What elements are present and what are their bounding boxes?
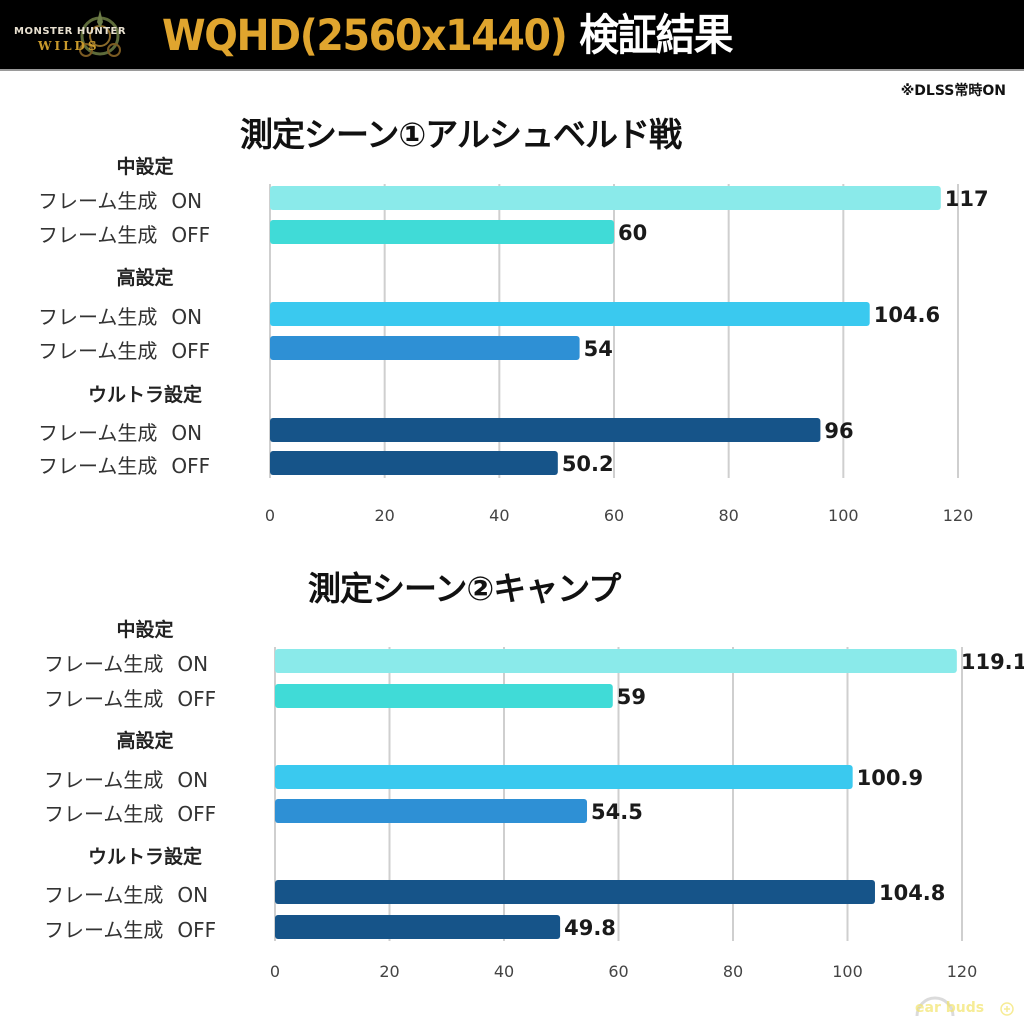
x-tick-label: 120 bbox=[947, 962, 978, 981]
bar bbox=[270, 336, 580, 360]
x-tick-label: 100 bbox=[828, 506, 859, 525]
group-label: 高設定 bbox=[116, 730, 174, 752]
logo-text-monster-hunter: MONSTER HUNTER bbox=[14, 26, 127, 37]
bar-value-label: 59 bbox=[617, 685, 646, 709]
row-label-mode: ON bbox=[177, 883, 209, 907]
x-tick-label: 0 bbox=[270, 962, 280, 981]
row-label-text: フレーム生成 bbox=[38, 454, 158, 478]
x-tick-label: 100 bbox=[832, 962, 863, 981]
bar bbox=[275, 915, 561, 939]
row-label-text: フレーム生成 bbox=[44, 768, 164, 792]
bar-value-label: 60 bbox=[618, 221, 647, 245]
x-tick-label: 20 bbox=[379, 962, 399, 981]
row-label: フレーム生成 OFF bbox=[44, 914, 216, 943]
row-label: フレーム生成 ON bbox=[38, 185, 202, 214]
bar bbox=[275, 765, 853, 789]
bar-value-label: 54.5 bbox=[591, 800, 643, 824]
bar bbox=[275, 684, 613, 708]
row-label-mode: ON bbox=[171, 421, 203, 445]
row-label-text: フレーム生成 bbox=[44, 883, 164, 907]
row-label: フレーム生成 ON bbox=[44, 879, 208, 908]
group-label: 中設定 bbox=[116, 156, 174, 178]
x-tick-label: 20 bbox=[374, 506, 394, 525]
row-label-text: フレーム生成 bbox=[44, 652, 164, 676]
x-tick-label: 80 bbox=[723, 962, 743, 981]
bar bbox=[275, 799, 588, 823]
row-label-mode: OFF bbox=[171, 339, 211, 363]
bar-value-label: 117 bbox=[945, 187, 989, 211]
bar-value-label: 104.8 bbox=[879, 881, 945, 905]
row-label-text: フレーム生成 bbox=[44, 802, 164, 826]
x-tick-label: 60 bbox=[608, 962, 628, 981]
x-tick-label: 0 bbox=[265, 506, 275, 525]
title-suffix: 検証結果 bbox=[579, 11, 733, 61]
logo-emblem-icon bbox=[79, 10, 121, 57]
x-tick-label: 40 bbox=[489, 506, 509, 525]
bar-value-label: 104.6 bbox=[874, 303, 940, 327]
chart-title: 測定シーン②キャンプ bbox=[308, 569, 621, 608]
row-label-mode: ON bbox=[177, 768, 209, 792]
row-label-mode: ON bbox=[171, 305, 203, 329]
row-label-text: フレーム生成 bbox=[38, 421, 158, 445]
row-label-text: フレーム生成 bbox=[38, 305, 158, 329]
bar-value-label: 54 bbox=[584, 337, 613, 361]
row-label-text: フレーム生成 bbox=[38, 189, 158, 213]
row-label: フレーム生成 ON bbox=[38, 301, 202, 330]
watermark-text: ear buds bbox=[915, 1000, 985, 1016]
title-resolution: WQHD(2560x1440) bbox=[162, 11, 568, 61]
bar bbox=[270, 302, 870, 326]
bar bbox=[270, 418, 821, 442]
row-label-mode: OFF bbox=[171, 454, 211, 478]
bar-value-label: 96 bbox=[824, 419, 853, 443]
row-label: フレーム生成 OFF bbox=[44, 798, 216, 827]
row-label: フレーム生成 OFF bbox=[38, 450, 210, 479]
row-label-mode: ON bbox=[177, 652, 209, 676]
group-label: 高設定 bbox=[116, 267, 174, 289]
bar-value-label: 119.1 bbox=[961, 650, 1024, 674]
x-tick-label: 40 bbox=[494, 962, 514, 981]
group-label: ウルトラ設定 bbox=[87, 846, 202, 868]
row-label-mode: OFF bbox=[177, 802, 217, 826]
row-label: フレーム生成 OFF bbox=[38, 335, 210, 364]
row-label: フレーム生成 ON bbox=[38, 417, 202, 446]
logo-text-wilds: WILDS bbox=[38, 39, 100, 53]
earbuds-watermark: ear buds bbox=[905, 992, 1015, 1020]
row-label: フレーム生成 ON bbox=[44, 764, 208, 793]
row-label-text: フレーム生成 bbox=[44, 918, 164, 942]
row-label: フレーム生成 OFF bbox=[44, 683, 216, 712]
page-title: WQHD(2560x1440) 検証結果 bbox=[162, 6, 733, 66]
row-label: フレーム生成 ON bbox=[44, 648, 208, 677]
bar bbox=[270, 186, 941, 210]
header-banner: MONSTER HUNTER WILDS WQHD(2560x1440) 検証結果 bbox=[0, 0, 1024, 71]
x-tick-label: 120 bbox=[943, 506, 974, 525]
row-label-mode: OFF bbox=[177, 687, 217, 711]
row-label-mode: OFF bbox=[177, 918, 217, 942]
game-logo: MONSTER HUNTER WILDS bbox=[8, 6, 133, 66]
bar bbox=[270, 451, 558, 475]
bar bbox=[275, 649, 957, 673]
row-label-text: フレーム生成 bbox=[44, 687, 164, 711]
x-tick-label: 80 bbox=[718, 506, 738, 525]
bar-value-label: 100.9 bbox=[857, 766, 923, 790]
row-label-text: フレーム生成 bbox=[38, 339, 158, 363]
row-label-mode: OFF bbox=[171, 223, 211, 247]
group-label: 中設定 bbox=[116, 619, 174, 641]
bar bbox=[275, 880, 875, 904]
headphone-icon bbox=[915, 996, 1014, 1017]
group-label: ウルトラ設定 bbox=[87, 384, 202, 406]
bar-value-label: 50.2 bbox=[562, 452, 614, 476]
dlss-note: ※DLSS常時ON bbox=[900, 83, 1006, 99]
x-tick-label: 60 bbox=[604, 506, 624, 525]
chart-title: 測定シーン①アルシュベルド戦 bbox=[240, 115, 682, 154]
row-label-mode: ON bbox=[171, 189, 203, 213]
bar-value-label: 49.8 bbox=[564, 916, 616, 940]
bar bbox=[270, 220, 614, 244]
row-label: フレーム生成 OFF bbox=[38, 219, 210, 248]
row-label-text: フレーム生成 bbox=[38, 223, 158, 247]
